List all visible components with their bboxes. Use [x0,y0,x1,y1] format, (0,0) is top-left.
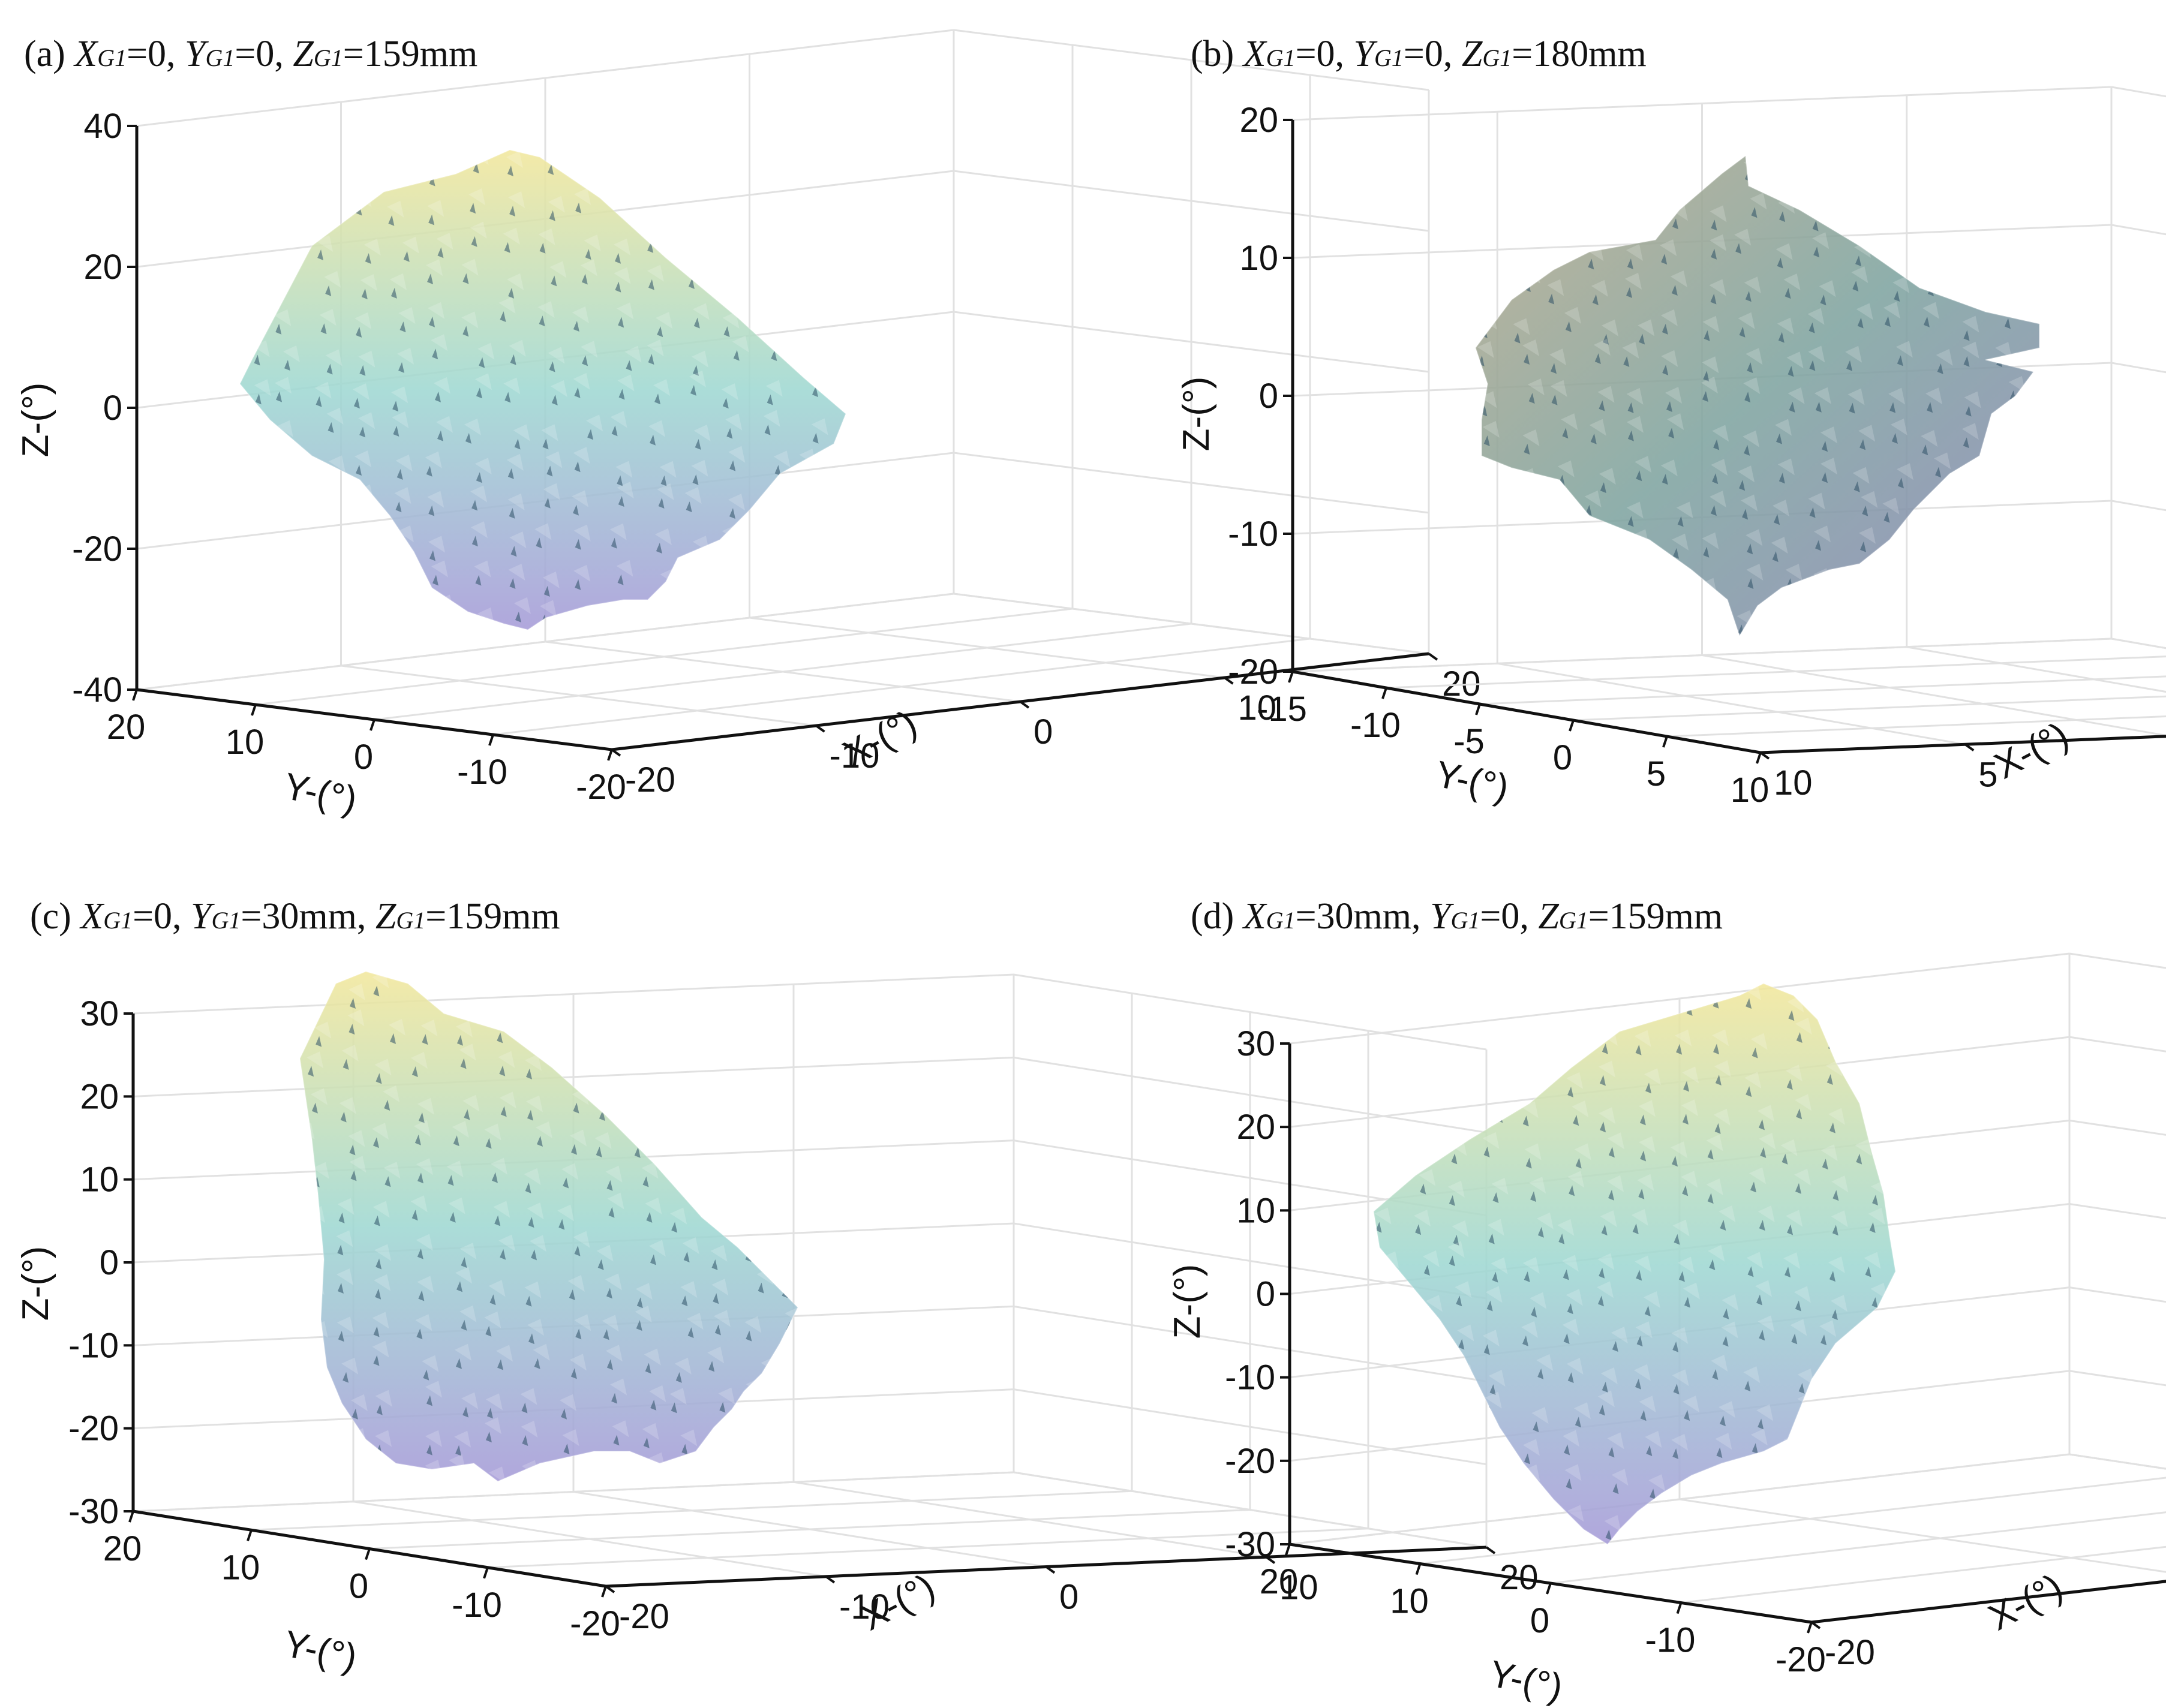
panel-caption: (d) XG1=30mm, YG1=0, ZG1=159mm [1191,896,1723,937]
z-tick-label: 20 [1236,1108,1275,1147]
y-tick-label: 10 [221,1548,260,1587]
z-tick-label: 0 [100,1243,119,1282]
z-tick-label: 10 [1239,239,1278,278]
y-tick-label: 20 [103,1529,142,1568]
z-tick-label: -30 [1225,1525,1275,1564]
x-tick-label: 5 [1978,755,1997,794]
y-tick-label: 20 [1260,1562,1299,1601]
z-tick-label: -20 [68,1409,119,1448]
x-tick-label: -20 [619,1597,669,1636]
panel-d: (d) XG1=30mm, YG1=0, ZG1=159mm3020100-10… [1167,896,2166,1708]
panel-caption: (b) XG1=0, YG1=0, ZG1=180mm [1191,34,1647,74]
y-tick-label: -20 [576,768,626,807]
y-tick-label: -5 [1453,722,1485,761]
z-tick-label: 40 [83,107,122,146]
x-tick-label: -10 [830,736,880,775]
y-tick-label: 10 [1390,1582,1429,1621]
z-tick-label: 10 [80,1160,119,1199]
panel-caption: (a) XG1=0, YG1=0, ZG1=159mm [24,34,477,74]
z-tick-label: -10 [1225,1358,1275,1397]
y-tick-label: 0 [1530,1601,1549,1640]
y-tick-label: 10 [1731,771,1770,810]
y-tick-label: 5 [1647,754,1666,793]
surface-mesh [239,149,847,631]
x-tick-label: -20 [1825,1633,1875,1672]
x-tick-label: -20 [625,760,675,799]
x-axis-label: X-(°) [1988,714,2075,787]
z-tick-label: 20 [80,1077,119,1116]
panel-b: (b) XG1=0, YG1=0, ZG1=180mm20100-10-20-1… [1176,34,2166,810]
surface-mesh [299,970,799,1483]
y-tick-label: -15 [1257,690,1307,729]
z-tick-label: 0 [1259,377,1278,416]
y-tick-label: 0 [349,1567,368,1606]
y-axis-label: Y-(°) [280,765,361,821]
z-tick-label: -20 [72,530,122,569]
z-tick-label: -20 [1225,1442,1275,1481]
z-tick-label: -10 [1228,515,1278,554]
x-axis-line [1760,735,2166,754]
x-tick-label: 10 [1774,763,1813,802]
z-axis-label: Z-(°) [15,383,56,458]
y-axis-label: Y-(°) [1486,1653,1566,1708]
z-tick-label: -20 [1228,652,1278,691]
x-tick-label: 0 [1059,1578,1079,1617]
z-tick-label: -10 [68,1326,119,1365]
z-tick-label: 20 [83,248,122,287]
y-tick-label: -10 [452,1586,502,1625]
x-tick-label: 10 [1238,688,1277,727]
x-axis-label: X-(°) [1982,1566,2069,1638]
x-axis-label: X-(°) [854,1566,941,1638]
panel-c: (c) XG1=0, YG1=30mm, ZG1=159mm3020100-10… [15,896,1539,1679]
y-tick-label: -10 [1645,1621,1696,1660]
y-tick-label: -20 [570,1604,620,1643]
z-tick-label: 30 [80,994,119,1033]
y-tick-label: 20 [107,708,146,747]
y-axis-label: Y-(°) [1432,753,1512,809]
x-axis-line [1811,1580,2166,1624]
z-tick-label: 30 [1236,1024,1275,1063]
z-tick-label: 0 [103,389,122,428]
y-tick-label: -10 [1350,706,1401,745]
y-tick-label: -10 [457,753,507,792]
surface-mesh [1474,155,2040,638]
z-tick-label: -30 [68,1492,119,1531]
z-tick-label: -40 [72,670,122,709]
z-axis-label: Z-(°) [15,1246,56,1321]
y-tick-label: 0 [1553,738,1572,777]
x-tick-label: 0 [1034,712,1053,751]
z-tick-label: 0 [1256,1275,1275,1314]
y-axis-line [1292,670,1761,754]
z-axis-label: Z-(°) [1167,1264,1208,1339]
x-tick-label: -10 [839,1587,890,1626]
z-tick-label: 20 [1239,101,1278,140]
z-tick-label: 10 [1236,1191,1275,1230]
z-axis-label: Z-(°) [1176,377,1217,452]
y-tick-label: -20 [1776,1640,1826,1679]
x-tick-label: 10 [1279,1568,1318,1607]
panel-caption: (c) XG1=0, YG1=30mm, ZG1=159mm [30,896,560,937]
y-tick-label: 0 [354,738,373,777]
y-axis-label: Y-(°) [280,1623,361,1679]
y-tick-label: 10 [226,723,265,762]
surface-mesh [1372,982,1897,1545]
